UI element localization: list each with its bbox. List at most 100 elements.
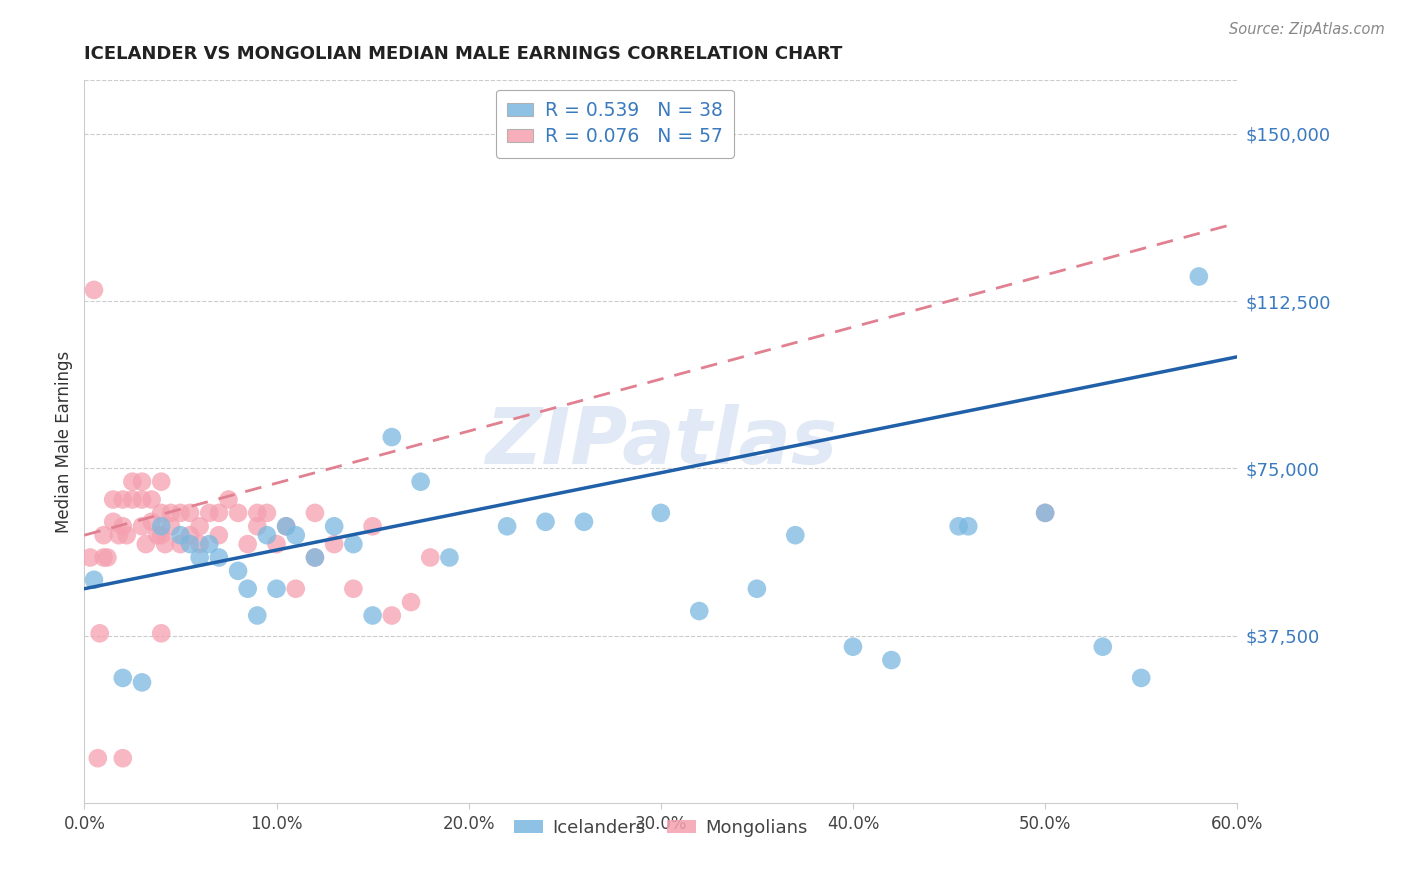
Point	[218, 492, 240, 507]
Point	[169, 506, 191, 520]
Point	[236, 582, 259, 596]
Point	[246, 519, 269, 533]
Point	[111, 671, 134, 685]
Point	[304, 550, 326, 565]
Point	[131, 519, 153, 533]
Point	[534, 515, 557, 529]
Point	[948, 519, 970, 533]
Point	[150, 626, 173, 640]
Point	[108, 528, 131, 542]
Legend: Icelanders, Mongolians: Icelanders, Mongolians	[508, 812, 814, 845]
Point	[246, 506, 269, 520]
Point	[153, 537, 176, 551]
Point	[256, 506, 278, 520]
Point	[179, 528, 201, 542]
Text: ZIPatlas: ZIPatlas	[485, 403, 837, 480]
Y-axis label: Median Male Earnings: Median Male Earnings	[55, 351, 73, 533]
Point	[160, 506, 183, 520]
Point	[323, 519, 346, 533]
Point	[150, 506, 173, 520]
Point	[150, 528, 173, 542]
Point	[96, 550, 118, 565]
Point	[439, 550, 461, 565]
Point	[1033, 506, 1056, 520]
Point	[256, 528, 278, 542]
Point	[381, 430, 404, 444]
Point	[226, 564, 249, 578]
Point	[111, 492, 134, 507]
Point	[169, 537, 191, 551]
Point	[236, 537, 259, 551]
Point	[150, 519, 173, 533]
Point	[842, 640, 865, 654]
Point	[361, 519, 384, 533]
Point	[266, 582, 288, 596]
Point	[276, 519, 298, 533]
Point	[381, 608, 404, 623]
Point	[93, 550, 115, 565]
Point	[880, 653, 903, 667]
Point	[198, 537, 221, 551]
Point	[323, 537, 346, 551]
Text: ICELANDER VS MONGOLIAN MEDIAN MALE EARNINGS CORRELATION CHART: ICELANDER VS MONGOLIAN MEDIAN MALE EARNI…	[84, 45, 842, 63]
Point	[150, 475, 173, 489]
Point	[957, 519, 980, 533]
Text: Source: ZipAtlas.com: Source: ZipAtlas.com	[1229, 22, 1385, 37]
Point	[141, 515, 163, 529]
Point	[208, 528, 231, 542]
Point	[79, 550, 101, 565]
Point	[89, 626, 111, 640]
Point	[1130, 671, 1153, 685]
Point	[179, 537, 201, 551]
Point	[496, 519, 519, 533]
Point	[188, 519, 211, 533]
Point	[135, 537, 157, 551]
Point	[284, 528, 307, 542]
Point	[103, 515, 124, 529]
Point	[226, 506, 249, 520]
Point	[650, 506, 672, 520]
Point	[131, 675, 153, 690]
Point	[115, 528, 138, 542]
Point	[361, 608, 384, 623]
Point	[1091, 640, 1114, 654]
Point	[83, 283, 105, 297]
Point	[188, 550, 211, 565]
Point	[276, 519, 298, 533]
Point	[83, 573, 105, 587]
Point	[131, 475, 153, 489]
Point	[121, 492, 143, 507]
Point	[103, 492, 124, 507]
Point	[342, 537, 364, 551]
Point	[572, 515, 595, 529]
Point	[208, 550, 231, 565]
Point	[409, 475, 432, 489]
Point	[141, 492, 163, 507]
Point	[111, 751, 134, 765]
Point	[246, 608, 269, 623]
Point	[399, 595, 422, 609]
Point	[179, 506, 201, 520]
Point	[419, 550, 441, 565]
Point	[785, 528, 807, 542]
Point	[160, 519, 183, 533]
Point	[121, 475, 143, 489]
Point	[688, 604, 710, 618]
Point	[87, 751, 110, 765]
Point	[342, 582, 364, 596]
Point	[304, 550, 326, 565]
Point	[1033, 506, 1056, 520]
Point	[93, 528, 115, 542]
Point	[111, 519, 134, 533]
Point	[745, 582, 768, 596]
Point	[188, 537, 211, 551]
Point	[266, 537, 288, 551]
Point	[304, 506, 326, 520]
Point	[146, 528, 169, 542]
Point	[131, 492, 153, 507]
Point	[208, 506, 231, 520]
Point	[1188, 269, 1211, 284]
Point	[284, 582, 307, 596]
Point	[169, 528, 191, 542]
Point	[198, 506, 221, 520]
